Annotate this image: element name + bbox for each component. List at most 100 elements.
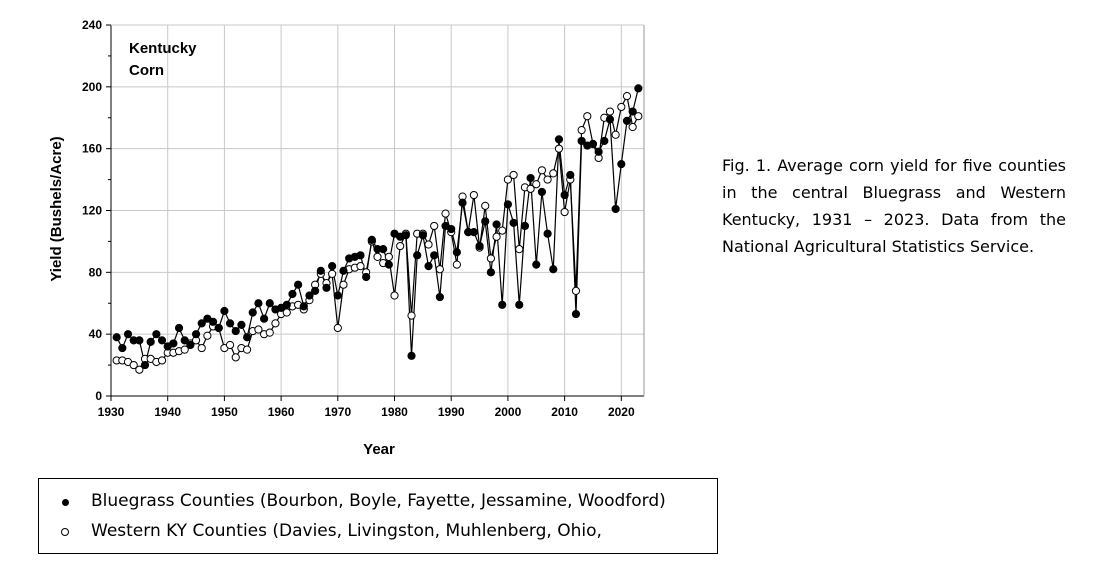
point-bluegrass [259,314,269,323]
point-bluegrass [486,268,496,277]
point-western [435,265,444,274]
inset-label-state: Kentucky [129,40,197,57]
point-bluegrass [123,330,133,339]
point-western [577,126,586,135]
x-tick-label: 1960 [268,405,295,419]
point-bluegrass [503,200,513,209]
point-bluegrass [571,309,581,319]
point-bluegrass [577,136,586,146]
point-bluegrass [520,221,530,231]
point-bluegrass [242,333,252,342]
point-bluegrass [135,336,144,345]
point-western [180,345,189,354]
point-bluegrass [186,340,195,350]
point-bluegrass [288,289,297,299]
point-bluegrass [362,272,371,282]
point-bluegrass [231,326,240,336]
y-tick-label: 160 [82,142,102,156]
point-western [424,240,433,249]
point-western [515,245,524,254]
point-bluegrass [622,116,632,125]
point-western [537,166,547,175]
point-western [333,323,342,333]
point-bluegrass [560,190,569,200]
point-bluegrass [339,266,348,275]
point-western [452,260,461,269]
point-bluegrass [294,280,303,289]
point-bluegrass [282,300,291,309]
point-bluegrass [197,319,206,328]
point-bluegrass [140,360,150,370]
point-bluegrass [481,217,490,226]
point-western [407,311,416,320]
point-bluegrass [237,320,246,329]
y-tick-label: 0 [95,389,102,403]
point-bluegrass [379,245,388,254]
point-bluegrass [265,299,274,308]
point-bluegrass [112,333,121,342]
legend: Bluegrass Counties (Bourbon, Boyle, Faye… [38,478,718,554]
point-western [526,184,535,193]
point-bluegrass [543,229,552,238]
point-bluegrass [554,135,564,144]
point-western [265,328,274,337]
point-bluegrass [367,235,376,244]
point-bluegrass [611,204,620,214]
point-western [554,144,564,153]
point-bluegrass [594,147,603,156]
point-bluegrass [435,292,444,302]
point-western [339,280,348,289]
point-bluegrass [169,339,178,348]
point-western [492,232,501,241]
point-western [611,130,620,139]
point-bluegrass [180,336,189,345]
point-western [571,286,581,295]
point-bluegrass [248,308,257,317]
point-bluegrass [424,262,433,271]
point-bluegrass [208,317,218,326]
point-western [622,92,632,101]
point-bluegrass [316,266,325,275]
point-western [628,122,637,132]
point-bluegrass [407,351,416,360]
y-tick-label: 240 [82,18,102,32]
point-bluegrass [146,337,155,346]
x-tick-label: 2020 [608,405,635,419]
point-bluegrass [566,170,575,180]
point-western [135,365,144,374]
series-layer [112,84,643,374]
point-bluegrass [634,84,643,93]
point-bluegrass [526,173,535,183]
point-bluegrass [254,299,263,308]
inset-label-crop: Corn [129,62,164,79]
point-bluegrass [214,323,223,333]
x-tick-label: 1950 [211,405,238,419]
point-bluegrass [174,323,184,333]
point-bluegrass [152,330,161,339]
point-bluegrass [220,306,229,316]
point-bluegrass [328,262,337,271]
y-tick-label: 40 [89,327,103,341]
point-bluegrass [157,336,167,345]
point-western [481,201,490,210]
legend-label-western: Western KY Counties (Davies, Livingston,… [91,521,602,541]
point-bluegrass [118,343,127,353]
legend-item-bluegrass: Bluegrass Counties (Bourbon, Boyle, Faye… [39,488,666,514]
point-western [282,308,291,317]
point-bluegrass [617,160,626,169]
point-bluegrass [311,286,320,295]
point-western [583,112,592,121]
x-tick-label: 2000 [495,405,522,419]
point-western [396,241,405,251]
point-bluegrass [401,231,410,240]
point-bluegrass [492,220,501,229]
point-western [503,175,513,184]
x-tick-label: 2010 [551,405,578,419]
y-tick-label: 80 [89,265,103,279]
point-bluegrass [299,302,308,311]
point-western [532,180,541,189]
point-western [430,221,439,231]
point-western [617,102,626,112]
point-bluegrass [191,330,201,339]
